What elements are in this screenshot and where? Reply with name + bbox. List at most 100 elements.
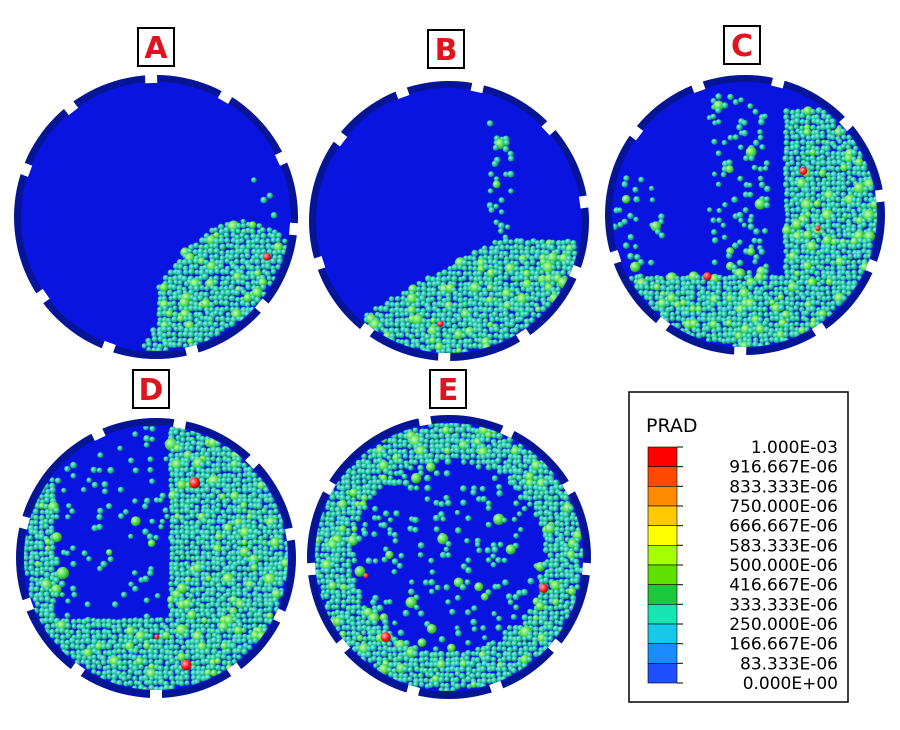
- particle: [457, 292, 464, 298]
- particle: [277, 523, 284, 530]
- particle: [418, 656, 426, 664]
- particle: [200, 554, 207, 562]
- particle: [431, 290, 437, 297]
- particle: [246, 611, 254, 618]
- particle: [189, 503, 195, 509]
- particle: [177, 280, 183, 286]
- particle: [451, 307, 457, 313]
- particle: [763, 311, 769, 318]
- particle: [95, 632, 103, 640]
- panel-d: D: [16, 369, 297, 700]
- particle: [501, 640, 507, 647]
- particle: [220, 642, 229, 651]
- particle: [209, 326, 216, 333]
- particle: [236, 633, 243, 640]
- particle: [174, 611, 181, 619]
- particle: [206, 566, 212, 572]
- particle: [477, 343, 484, 350]
- particle: [402, 453, 409, 460]
- particle: [855, 165, 862, 172]
- particle: [168, 643, 176, 651]
- particle: [65, 633, 71, 639]
- particle: [354, 515, 361, 522]
- particle: [439, 672, 446, 678]
- particle: [213, 279, 219, 285]
- particle: [256, 498, 263, 505]
- particle: [341, 624, 347, 631]
- particle: [860, 202, 868, 210]
- particle: [704, 325, 712, 333]
- particle: [155, 346, 163, 351]
- particle: [553, 614, 559, 621]
- particle: [783, 129, 790, 136]
- particle: [419, 662, 426, 669]
- particle: [824, 139, 832, 147]
- particle: [799, 322, 806, 328]
- particle: [824, 306, 831, 313]
- particle: [793, 196, 800, 203]
- particle: [521, 505, 528, 512]
- particle: [870, 200, 877, 210]
- particle: [373, 306, 379, 312]
- particle: [350, 639, 357, 646]
- particle: [64, 550, 71, 556]
- particle: [320, 584, 327, 591]
- particle: [180, 492, 186, 499]
- particle: [446, 275, 452, 281]
- particle: [537, 468, 545, 475]
- particle: [445, 599, 451, 605]
- particle: [567, 587, 577, 596]
- particle: [105, 664, 112, 671]
- particle: [235, 222, 242, 229]
- particle: [793, 133, 800, 141]
- particle: [549, 610, 556, 617]
- svg-text:B: B: [435, 33, 458, 68]
- particle: [270, 237, 277, 243]
- particle: [339, 557, 346, 563]
- particle: [782, 155, 790, 162]
- particle: [142, 649, 148, 655]
- particle: [204, 486, 211, 493]
- particle: [524, 240, 532, 247]
- particle: [153, 534, 159, 541]
- particle: [24, 555, 30, 561]
- particle: [48, 616, 55, 624]
- particle: [506, 448, 512, 455]
- particle: [757, 289, 764, 296]
- particle: [335, 520, 342, 526]
- particle: [229, 249, 236, 256]
- particle: [505, 593, 513, 600]
- particle: [476, 459, 482, 466]
- particle: [69, 643, 76, 650]
- particle: [223, 299, 230, 307]
- particle: [255, 502, 263, 510]
- particle: [527, 495, 533, 502]
- particle: [262, 550, 269, 557]
- particle: [711, 259, 718, 266]
- particle: [423, 656, 430, 662]
- particle: [355, 509, 363, 516]
- particle: [690, 311, 696, 318]
- particle: [508, 253, 516, 261]
- particle: [819, 248, 826, 255]
- particle: [43, 518, 49, 525]
- particle: [559, 515, 566, 522]
- drum-e: [304, 414, 594, 699]
- particle: [194, 269, 200, 275]
- particle: [613, 223, 618, 231]
- particle: [251, 590, 259, 598]
- particle: [239, 237, 245, 244]
- particle: [168, 466, 175, 473]
- particle: [857, 237, 864, 244]
- particle: [415, 286, 422, 292]
- particle: [814, 270, 821, 277]
- particle: [370, 489, 377, 497]
- particle: [432, 514, 440, 522]
- particle: [523, 484, 529, 491]
- particle: [200, 560, 206, 566]
- particle: [171, 284, 178, 291]
- lifter-notch: [541, 119, 557, 136]
- particle: [840, 265, 847, 272]
- particle: [137, 617, 144, 625]
- particle: [270, 212, 278, 219]
